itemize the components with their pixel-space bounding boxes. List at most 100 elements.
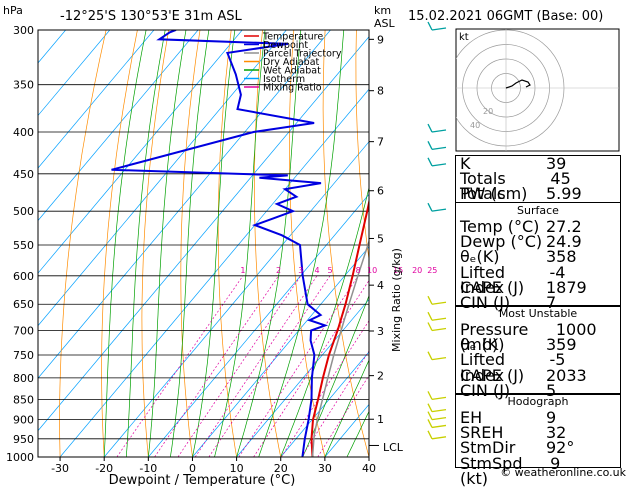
km-tick-label: 5 xyxy=(377,232,384,245)
isotherm-line xyxy=(38,30,287,327)
wind-barb xyxy=(427,391,447,401)
table-row: Pressure (mb) 1000 xyxy=(456,320,620,355)
mixing-ratio-line xyxy=(208,275,331,457)
wind-barb xyxy=(427,419,447,429)
pressure-tick-label: 500 xyxy=(13,205,34,218)
x-axis-label: Dewpoint / Temperature (°C) xyxy=(109,473,296,486)
mixing-ratio-axis-label: Mixing Ratio (g/kg) xyxy=(390,248,403,352)
row-value: 9 xyxy=(546,408,557,427)
pressure-tick-label: 900 xyxy=(13,414,34,427)
temp-tick-label: 40 xyxy=(362,462,376,475)
temp-tick-label: 10 xyxy=(230,462,244,475)
pressure-tick-label: 300 xyxy=(13,24,34,37)
datetime-title: 15.02.2021 06GMT (Base: 00) xyxy=(408,9,603,24)
table-row: Lifted Index -5 xyxy=(456,350,620,385)
pressure-tick-label: 800 xyxy=(13,372,34,385)
pressure-tick-label: 750 xyxy=(13,349,34,362)
km-tick-label: 1 xyxy=(377,413,384,426)
mixing-ratio-line xyxy=(238,275,359,457)
wet-adiabat-line xyxy=(346,410,369,457)
altitude-axis: 9 8 7 6 5 4 3 2 1 xyxy=(369,33,384,446)
row-value: 1879 xyxy=(546,277,587,297)
km-unit: km xyxy=(374,4,391,17)
row-label: Lifted Index xyxy=(460,262,505,297)
series-dewpoint xyxy=(111,30,329,457)
row-value: 32 xyxy=(546,423,567,443)
wind-barb xyxy=(427,322,447,332)
temp-tick-label: 20 xyxy=(274,462,288,475)
k-value: 39 xyxy=(546,154,567,173)
km-tick-label: 8 xyxy=(377,85,384,98)
mixing-ratio-labels: 1 2 3 4 5 8 10 15 20 25 xyxy=(240,266,437,275)
legend-label: Parcel Trajectory xyxy=(263,49,342,60)
row-label: Dewp (°C) xyxy=(460,232,543,252)
row-label: θₑ (K) xyxy=(460,335,505,355)
mixing-ratio-label: 2 xyxy=(276,266,281,275)
temperature-axis: -30 -20 -10 0 10 20 30 40 xyxy=(51,457,376,475)
mixing-ratio-line xyxy=(154,275,279,457)
mixing-ratio-label: 15 xyxy=(393,266,403,275)
km-tick-label: 3 xyxy=(377,325,384,338)
mixing-ratio-line xyxy=(253,279,369,457)
row-value: 1000 xyxy=(555,320,597,339)
pressure-tick-label: 950 xyxy=(13,433,34,446)
surface-box: Surface Temp (°C) 27.2 Dewp (°C) 24.9 θₑ(K) 3… xyxy=(455,202,621,311)
row-label: Temp (°C) xyxy=(460,217,540,236)
mixing-ratio-label: 8 xyxy=(356,266,361,275)
surface-title: Surface xyxy=(517,204,559,217)
row-label: CIN (J) xyxy=(460,380,511,400)
table-row: SREH 32 xyxy=(456,423,620,443)
dry-adiabat-line xyxy=(59,30,107,457)
mixing-ratio-label: 4 xyxy=(314,266,319,275)
series-parcel-trajectory xyxy=(311,239,369,457)
isotherm-line xyxy=(38,30,199,222)
dry-adiabat-line xyxy=(388,30,458,457)
table-row: CAPE (J) 2033 xyxy=(456,365,620,385)
wet-adiabat-line xyxy=(192,30,236,457)
isotherm-line xyxy=(103,141,369,457)
wind-barb xyxy=(427,351,447,361)
pw-label: PW (cm) xyxy=(460,184,528,204)
table-row: θₑ(K) 358 xyxy=(456,249,620,265)
wind-barbs xyxy=(427,21,447,440)
mixing-ratio-line xyxy=(281,320,369,457)
wet-adiabat-line xyxy=(125,30,166,457)
legend-label: Isotherm xyxy=(263,74,305,85)
wind-barb xyxy=(427,295,447,305)
indices-box: K 39 Totals Totals 45 PW (cm) 5.99 xyxy=(455,155,621,203)
hpa-unit: hPa xyxy=(3,4,23,17)
row-value: 359 xyxy=(546,335,577,355)
asl-unit: ASL xyxy=(374,17,396,30)
legend-label: Dewpoint xyxy=(263,40,308,51)
row-label: SREH xyxy=(460,423,504,443)
hodograph-trace xyxy=(505,79,531,89)
wind-barb xyxy=(427,21,447,31)
row-value: -4 xyxy=(549,262,566,282)
table-row: CIN (J) 5 xyxy=(456,380,620,400)
legend-label: Temperature xyxy=(262,32,323,43)
table-row: θₑ (K) 359 xyxy=(456,335,620,355)
isotherm-line xyxy=(38,30,155,169)
isotherm-line xyxy=(236,298,369,457)
legend-label: Dry Adiabat xyxy=(263,57,320,68)
isotherm-line xyxy=(38,30,111,117)
legend-label: Mixing Ratio xyxy=(263,83,322,94)
wind-barb xyxy=(427,311,447,321)
wind-barb xyxy=(427,141,447,150)
row-value: 2033 xyxy=(546,365,587,385)
row-label: Lifted Index xyxy=(460,350,505,385)
temp-tick-label: 30 xyxy=(318,462,332,475)
row-value: 5 xyxy=(546,380,557,400)
isotherm-line xyxy=(38,30,331,379)
row-label: Pressure (mb) xyxy=(460,320,529,355)
tt-label: Totals Totals xyxy=(460,169,506,204)
table-row: CIN (J) 7 xyxy=(456,294,620,310)
k-label: K xyxy=(460,154,471,173)
copyright: © weatheronline.co.uk xyxy=(500,466,626,479)
location-title: -12°25'S 130°53'E 31m ASL xyxy=(60,9,242,24)
km-tick-label: 6 xyxy=(377,185,384,198)
profile-lines xyxy=(111,30,369,457)
row-label: StmSpd (kt) xyxy=(460,453,523,488)
